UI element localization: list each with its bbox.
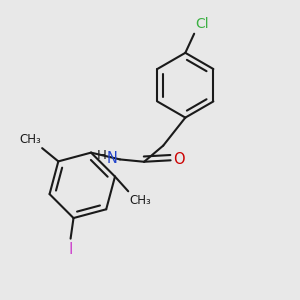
Text: CH₃: CH₃ [19, 133, 41, 146]
Text: O: O [173, 152, 184, 167]
Text: Cl: Cl [196, 17, 209, 31]
Text: CH₃: CH₃ [130, 194, 152, 207]
Text: I: I [68, 242, 73, 256]
Text: H: H [97, 148, 107, 161]
Text: N: N [107, 151, 118, 166]
